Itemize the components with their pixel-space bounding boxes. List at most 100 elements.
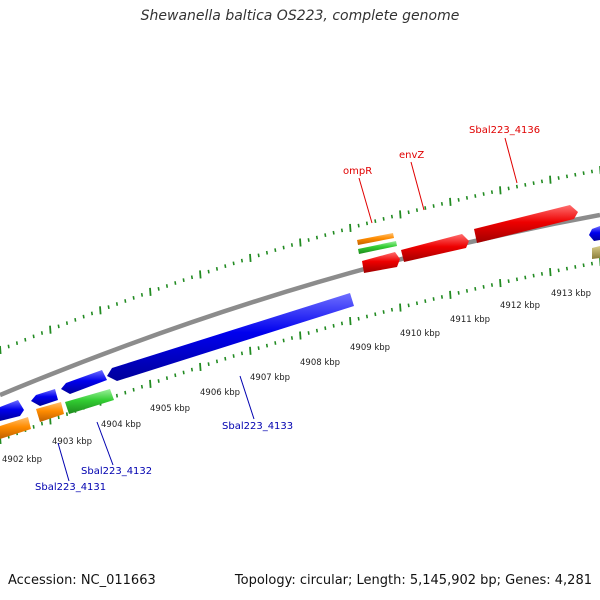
gene-label-ompR[interactable]: ompR — [343, 166, 372, 177]
scale-tick — [390, 214, 394, 219]
scale-tick — [557, 268, 560, 273]
scale-tick — [157, 287, 160, 291]
scale-tick — [374, 312, 377, 317]
reverse-genes — [0, 293, 354, 439]
scale-tick — [190, 275, 194, 280]
gene-arrow-rna-green-top[interactable] — [358, 241, 397, 254]
scale-tick — [557, 176, 560, 180]
scale-tick — [224, 264, 227, 268]
scale-tick — [549, 175, 552, 184]
gene-label-envZ[interactable]: envZ — [399, 150, 424, 161]
scale-tick — [157, 379, 160, 383]
gene-label-sbal223-4132[interactable]: Sbal223_4132 — [81, 466, 152, 477]
scale-tick — [107, 305, 110, 310]
scale-tick — [249, 253, 252, 263]
scale-tick — [232, 261, 235, 266]
gene-label-sbal223-4133[interactable]: Sbal223_4133 — [222, 421, 293, 432]
gene-arrow-sbal223-4131[interactable] — [31, 389, 58, 406]
leader-sbal223-4132 — [96, 421, 114, 466]
scale-tick — [357, 316, 360, 321]
scale-tick — [565, 266, 569, 271]
scale-tick — [249, 346, 252, 355]
kbp-label: 4912 kbp — [500, 301, 540, 311]
scale-tick — [174, 281, 177, 285]
scale-tick — [582, 263, 585, 268]
scale-tick — [532, 273, 535, 278]
scale-tick — [499, 278, 502, 288]
scale-tick — [474, 286, 477, 291]
kbp-label: 4905 kbp — [150, 404, 190, 414]
scale-tick — [32, 424, 35, 429]
scale-tick — [449, 197, 452, 206]
scale-tick — [140, 384, 144, 389]
scale-tick — [124, 390, 127, 395]
scale-tick — [507, 186, 510, 191]
scale-tick — [274, 341, 277, 345]
scale-tick — [382, 216, 385, 221]
scale-tick — [407, 303, 410, 308]
scale-tick — [574, 265, 577, 269]
gene-arrow-envZ[interactable] — [401, 234, 469, 262]
scale-tick — [324, 326, 327, 331]
scale-tick — [149, 287, 152, 296]
scale-tick — [465, 288, 469, 293]
scale-tick — [407, 210, 410, 215]
gene-arrow-right-edge-khaki[interactable] — [592, 246, 600, 259]
scale-tick — [207, 362, 210, 367]
kbp-label: 4909 kbp — [350, 343, 390, 353]
scale-tick — [440, 202, 444, 206]
scale-tick — [82, 314, 85, 319]
scale-tick — [340, 228, 344, 233]
kbp-label: 4902 kbp — [2, 455, 42, 465]
scale-tick — [90, 311, 94, 316]
scale-tick — [124, 299, 127, 303]
scale-tick — [549, 268, 552, 277]
scale-tick — [65, 321, 69, 325]
scale-tick — [49, 325, 52, 334]
scale-tick — [574, 172, 577, 177]
scale-tick — [115, 302, 119, 306]
kbp-label: 4903 kbp — [52, 437, 92, 447]
scale-tick — [282, 245, 285, 250]
scale-tick — [399, 303, 402, 312]
gene-arrow-blue-left-edge[interactable] — [0, 400, 24, 421]
gene-arrow-orange-mid[interactable] — [36, 402, 64, 422]
scale-tick — [232, 354, 235, 358]
leader-envZ — [410, 161, 425, 211]
scale-tick — [165, 376, 169, 381]
gene-arrow-orange-left-edge[interactable] — [0, 417, 31, 439]
scale-tick — [240, 258, 244, 263]
scale-tick — [257, 253, 260, 258]
gene-arrow-ompR[interactable] — [362, 252, 400, 273]
scale-tick — [415, 208, 419, 213]
scale-tick — [474, 194, 477, 198]
gene-arrow-rna-orange-top[interactable] — [357, 233, 394, 245]
scale-tick — [265, 343, 269, 348]
gene-arrow-sbal223-4133[interactable] — [107, 293, 354, 381]
scale-tick — [590, 169, 594, 174]
scale-tick — [132, 296, 135, 300]
gene-arrow-sbal223-4132[interactable] — [65, 389, 114, 414]
gene-arrow-right-edge-blue[interactable] — [589, 226, 600, 241]
scale-tick — [340, 321, 344, 326]
gene-arrow-sbal223-4136[interactable] — [474, 205, 578, 243]
scale-tick — [374, 219, 377, 223]
scale-tick — [532, 181, 535, 185]
scale-tick — [40, 421, 44, 426]
gene-label-sbal223-4136[interactable]: Sbal223_4136 — [469, 125, 540, 136]
kbp-label: 4910 kbp — [400, 329, 440, 339]
scale-tick — [182, 370, 185, 375]
genome-summary-text: Topology: circular; Length: 5,145,902 bp… — [234, 573, 592, 588]
scale-tick — [240, 351, 244, 356]
scale-tick — [132, 387, 135, 392]
gene-label-sbal223-4131[interactable]: Sbal223_4131 — [35, 482, 106, 493]
scale-tick — [540, 179, 544, 184]
scale-tick — [465, 196, 469, 200]
gene-arrow-blue-small[interactable] — [61, 370, 107, 394]
scale-tick — [224, 356, 227, 361]
scale-tick — [540, 271, 544, 276]
scale-tick — [149, 379, 152, 388]
scale-tick — [307, 238, 310, 242]
outer-tick-ring — [0, 166, 600, 355]
